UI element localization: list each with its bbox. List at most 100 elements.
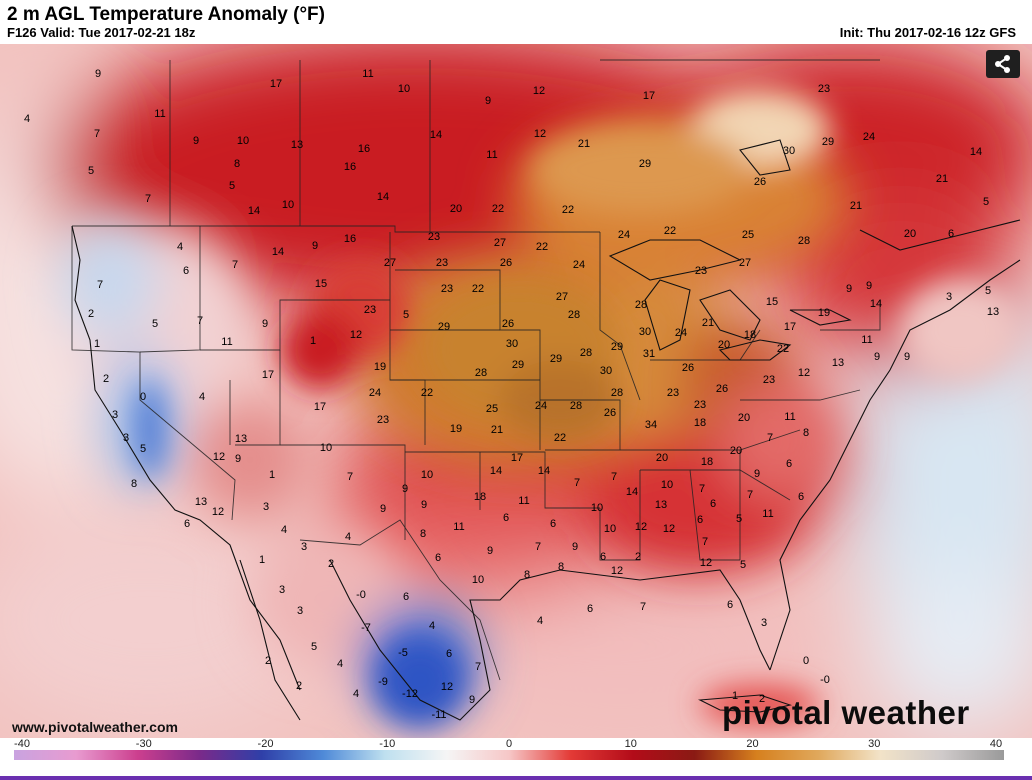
anomaly-label: -0 [820,674,830,686]
pivotal-weather-logo: pivotal weather [722,694,970,731]
anomaly-label: 8 [131,478,137,490]
anomaly-label: 11 [861,334,872,346]
share-button[interactable] [986,50,1020,78]
anomaly-label: 12 [533,85,545,97]
colorbar-tick-label: -10 [379,738,396,750]
anomaly-label: 6 [550,518,556,530]
anomaly-label: 8 [420,528,426,540]
anomaly-label: 3 [263,501,269,513]
anomaly-label: 23 [694,399,706,411]
anomaly-label: 14 [538,465,550,477]
anomaly-label: 15 [315,278,327,290]
anomaly-label: 19 [450,423,462,435]
anomaly-label: 4 [24,113,30,125]
anomaly-label: 14 [870,298,882,310]
anomaly-label: 1 [269,469,275,481]
anomaly-label: 14 [248,205,260,217]
anomaly-label: 26 [502,318,514,330]
anomaly-label: 3 [946,291,952,303]
anomaly-label: 24 [618,229,630,241]
anomaly-label: 6 [587,603,593,615]
anomaly-label: 24 [573,259,585,271]
anomaly-label: 9 [95,68,101,80]
anomaly-label: 10 [591,502,603,514]
anomaly-label: 22 [562,204,574,216]
anomaly-label: 3 [297,605,303,617]
anomaly-label: 24 [535,400,547,412]
anomaly-label: 1 [259,554,265,566]
anomaly-label: 2 [759,693,765,705]
colorbar-tick-label: 30 [868,738,881,750]
anomaly-label: 9 [193,135,199,147]
anomaly-label: 5 [229,180,235,192]
anomaly-label: 22 [664,225,676,237]
anomaly-label: 13 [832,357,844,369]
anomaly-label: 5 [736,513,742,525]
anomaly-label: 25 [486,403,498,415]
anomaly-label: 5 [983,196,989,208]
colorbar-tick-label: -20 [257,738,274,750]
anomaly-label: 7 [94,128,100,140]
anomaly-label: 9 [874,351,880,363]
anomaly-label: 29 [550,353,562,365]
anomaly-label: 18 [744,329,756,341]
anomaly-label: 6 [403,591,409,603]
anomaly-label: 23 [428,231,440,243]
anomaly-label: 7 [145,193,151,205]
anomaly-label: -7 [361,622,371,634]
anomaly-label: 24 [369,387,381,399]
anomaly-label: 9 [487,545,493,557]
anomaly-label: 7 [347,471,353,483]
anomaly-label: 5 [88,165,94,177]
anomaly-label: 21 [491,424,503,436]
anomaly-label: 20 [450,203,462,215]
anomaly-label: 11 [154,108,165,120]
anomaly-label: 13 [291,139,303,151]
anomaly-label: 7 [475,661,481,673]
anomaly-label: 13 [987,306,999,318]
anomaly-label: 2 [103,373,109,385]
anomaly-label: 7 [747,489,753,501]
anomaly-label: 24 [675,327,687,339]
anomaly-label: 27 [384,257,396,269]
anomaly-label: 30 [600,365,612,377]
anomaly-label: 2 [328,558,334,570]
anomaly-label: 10 [604,523,616,535]
anomaly-label: 28 [635,299,647,311]
anomaly-label: 23 [667,387,679,399]
anomaly-label: 6 [600,551,606,563]
anomaly-label: 9 [485,95,491,107]
anomaly-label: 14 [626,486,638,498]
anomaly-label: 23 [695,265,707,277]
anomaly-label: 0 [140,391,146,403]
anomaly-label: 10 [398,83,410,95]
anomaly-label: 4 [537,615,543,627]
temperature-anomaly-map[interactable]: 9 4 11 17 11 10 9 12 17 23 7 9 10 13 16 14 12 21 30 29 24 14 5… [0,44,1032,738]
anomaly-label: 7 [97,279,103,291]
anomaly-label: 3 [112,409,118,421]
anomaly-label: 12 [635,521,647,533]
anomaly-label: 5 [140,443,146,455]
anomaly-label: 29 [611,341,623,353]
anomaly-label: 6 [503,512,509,524]
anomaly-label: 3 [279,584,285,596]
anomaly-label: 10 [472,574,484,586]
anomaly-label: 20 [730,445,742,457]
anomaly-label: 8 [234,158,240,170]
anomaly-label: 2 [88,308,94,320]
website-url[interactable]: www.pivotalweather.com [12,719,178,735]
colorbar-tick-label: 40 [989,738,1003,750]
bottom-accent-line [0,776,1032,780]
anomaly-label: 8 [803,427,809,439]
anomaly-label: 22 [777,343,789,355]
anomaly-label: 21 [936,173,948,185]
map-header: 2 m AGL Temperature Anomaly (°F) F126 Va… [0,0,1032,44]
anomaly-label: 12 [534,128,546,140]
anomaly-label: 22 [554,432,566,444]
anomaly-label: -12 [402,688,418,700]
anomaly-label: 7 [574,477,580,489]
anomaly-label: 10 [320,442,332,454]
anomaly-label: 28 [475,367,487,379]
anomaly-label: 26 [604,407,616,419]
